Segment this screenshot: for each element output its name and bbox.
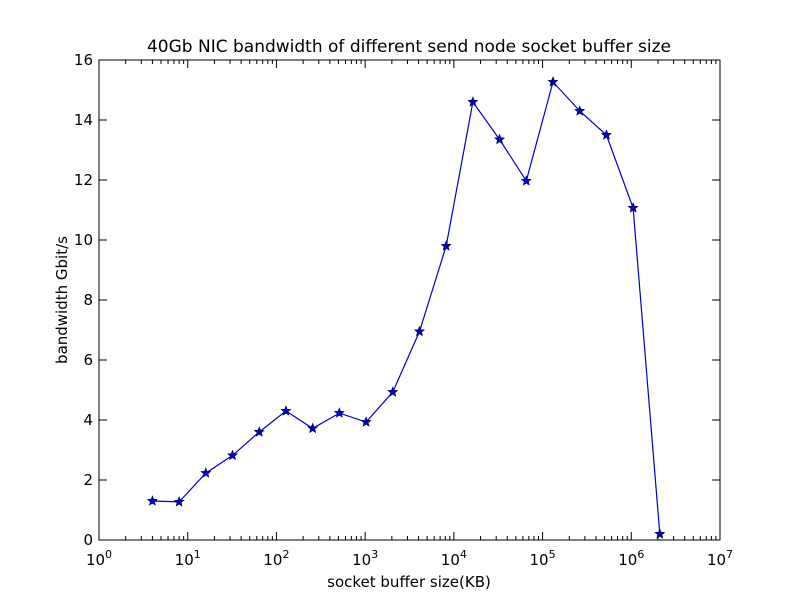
- x-tick-base: 10: [441, 551, 460, 569]
- x-tick-label: 107: [707, 548, 733, 569]
- x-tick-base: 10: [530, 551, 549, 569]
- data-point-marker: [146, 495, 158, 506]
- data-point-marker: [654, 528, 666, 539]
- data-point-marker: [494, 133, 506, 145]
- data-point-marker: [227, 449, 239, 461]
- axis-ticks: [98, 59, 721, 541]
- x-tick-exponent: 1: [194, 548, 201, 561]
- y-tick-label: 2: [83, 471, 93, 489]
- y-tick-label: 16: [74, 51, 93, 69]
- y-tick-label: 8: [83, 291, 93, 309]
- data-point-marker: [200, 467, 212, 478]
- x-tick-label: 102: [263, 548, 289, 569]
- data-point-marker: [520, 175, 532, 186]
- x-tick-base: 10: [263, 551, 282, 569]
- y-tick-label: 10: [74, 231, 93, 249]
- data-point-marker: [440, 240, 452, 251]
- y-tick-label: 14: [74, 111, 93, 129]
- x-tick-label: 100: [86, 548, 112, 569]
- x-tick-label: 106: [618, 548, 644, 569]
- data-point-marker: [280, 405, 292, 416]
- x-tick-exponent: 6: [637, 548, 644, 561]
- x-tick-base: 10: [618, 551, 637, 569]
- series: [146, 76, 666, 539]
- x-tick-exponent: 3: [371, 548, 378, 561]
- data-point-marker: [600, 129, 612, 140]
- y-tick-label: 12: [74, 171, 93, 189]
- data-point-marker: [307, 422, 319, 434]
- x-tick-exponent: 0: [105, 548, 112, 561]
- data-point-marker: [413, 325, 425, 337]
- y-tick-label: 0: [83, 531, 93, 549]
- data-point-marker: [360, 416, 372, 427]
- x-tick-exponent: 4: [460, 548, 467, 561]
- data-point-marker: [333, 407, 345, 418]
- data-point-marker: [574, 105, 586, 116]
- x-tick-exponent: 2: [282, 548, 289, 561]
- x-tick-label: 104: [441, 548, 467, 569]
- y-tick-label: 6: [83, 351, 93, 369]
- data-point-marker: [627, 202, 639, 213]
- data-point-marker: [547, 76, 559, 87]
- data-point-marker: [467, 96, 479, 107]
- x-tick-label: 105: [530, 548, 556, 569]
- x-axis-label: socket buffer size(KB): [327, 573, 491, 591]
- x-tick-label: 101: [175, 548, 201, 569]
- x-tick-base: 10: [707, 551, 726, 569]
- x-tick-exponent: 5: [549, 548, 556, 561]
- y-axis-label: bandwidth Gbit/s: [53, 236, 71, 364]
- data-point-marker: [387, 386, 399, 397]
- x-tick-base: 10: [86, 551, 105, 569]
- x-tick-exponent: 7: [726, 548, 733, 561]
- x-tick-label: 103: [352, 548, 378, 569]
- x-tick-base: 10: [352, 551, 371, 569]
- x-tick-base: 10: [175, 551, 194, 569]
- series-line: [152, 80, 661, 535]
- data-point-marker: [173, 496, 185, 507]
- y-tick-label: 4: [83, 411, 93, 429]
- chart-title: 40Gb NIC bandwidth of different send nod…: [147, 37, 671, 57]
- data-point-marker: [253, 426, 265, 437]
